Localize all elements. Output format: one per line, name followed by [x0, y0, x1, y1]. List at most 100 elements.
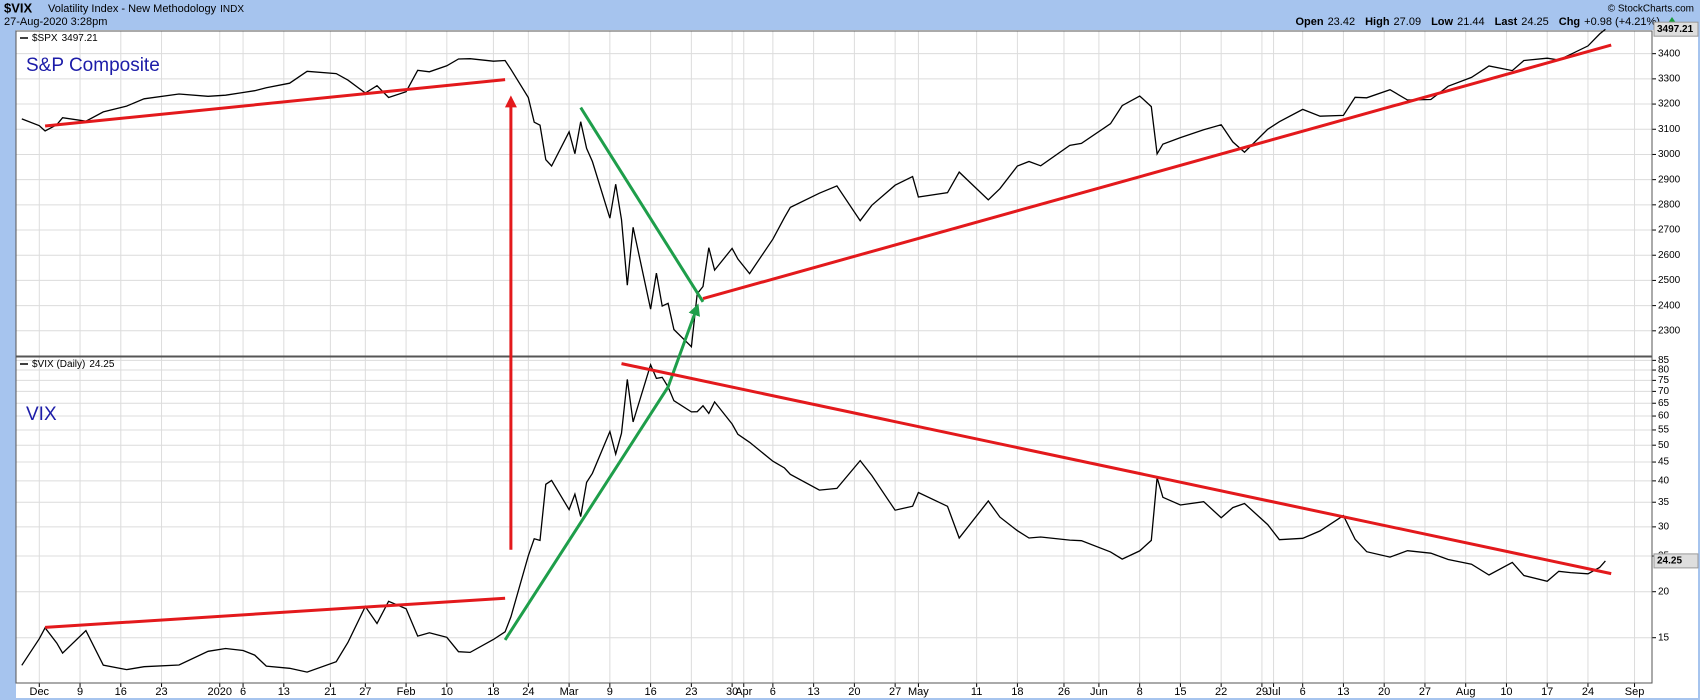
security-name: Volatility Index - New Methodology INDX [48, 3, 244, 15]
copyright: © StockCharts.com [1608, 4, 1694, 15]
x-tick-label: 11 [971, 686, 982, 698]
y-tick-label: 2400 [1658, 300, 1681, 311]
y-tick-label: 3000 [1658, 149, 1681, 160]
quote-label: Chg [1559, 16, 1580, 28]
pane-title: VIX [26, 404, 57, 425]
y-tick-label: 2500 [1658, 275, 1681, 286]
y-tick-label: 60 [1658, 411, 1670, 422]
x-tick-label: 9 [607, 686, 613, 698]
x-tick-label: 16 [115, 686, 127, 698]
x-tick-label: Apr [735, 686, 752, 698]
trend-line [45, 596, 506, 629]
x-tick-label: 20 [1378, 686, 1390, 698]
trend-line [44, 78, 506, 128]
x-tick-label: 24 [522, 686, 534, 698]
x-tick-label: 26 [1058, 686, 1070, 698]
x-tick-label: 9 [77, 686, 83, 698]
legend-value: 24.25 [89, 359, 114, 370]
x-tick-label: 16 [644, 686, 656, 698]
y-tick-label: 30 [1658, 522, 1670, 533]
price-line [21, 362, 1606, 673]
x-tick-label: 10 [441, 686, 453, 698]
y-tick-label: 2900 [1658, 174, 1681, 185]
x-tick-label: 18 [1011, 686, 1023, 698]
quote-value: +0.98 (+4.21%) [1584, 16, 1660, 28]
chart-area [16, 30, 1698, 698]
x-tick-label: 22 [1215, 686, 1227, 698]
y-tick-label: 40 [1658, 476, 1670, 487]
y-tick-label: 3400 [1658, 48, 1681, 59]
x-tick-label: Jun [1090, 686, 1108, 698]
quote-label: High [1365, 16, 1390, 28]
x-tick-label: 24 [1582, 686, 1594, 698]
y-tick-label: 3100 [1658, 124, 1681, 135]
y-tick-label: 2800 [1658, 199, 1681, 210]
x-tick-label: 6 [240, 686, 246, 698]
x-tick-label: 27 [1419, 686, 1431, 698]
x-tick-label: 27 [889, 686, 901, 698]
y-tick-label: 2600 [1658, 250, 1681, 261]
pane-title: S&P Composite [26, 55, 160, 76]
x-tick-label: 6 [770, 686, 776, 698]
x-tick-label: 13 [1337, 686, 1349, 698]
trend-line [702, 43, 1612, 301]
x-tick-label: Sep [1625, 686, 1645, 698]
x-tick-label: 10 [1500, 686, 1512, 698]
x-tick-label: May [908, 686, 929, 698]
y-tick-label: 45 [1658, 457, 1670, 468]
symbol: $VIX [4, 0, 33, 15]
x-tick-label: 8 [1137, 686, 1143, 698]
quote-label: Last [1495, 16, 1518, 28]
y-tick-label: 55 [1658, 425, 1670, 436]
legend-name: $VIX (Daily) [32, 359, 85, 370]
trend-line [579, 106, 705, 303]
y-tick-label: 3200 [1658, 99, 1681, 110]
y-tick-label: 65 [1658, 398, 1670, 409]
timestamp: 27-Aug-2020 3:28pm [4, 16, 107, 28]
price-line [21, 28, 1606, 349]
legend-name: $SPX [32, 33, 58, 44]
trend-line [503, 303, 700, 641]
y-tick-label: 85 [1658, 355, 1670, 366]
legend-value: 3497.21 [62, 33, 99, 44]
x-tick-label: Mar [560, 686, 579, 698]
x-tick-label: 29 [1256, 686, 1268, 698]
y-tick-label: 3300 [1658, 74, 1681, 85]
quote: Open 23.42 High 27.09 Low 21.44 Last 24.25 Chg +0… [1295, 16, 1660, 28]
x-tick-label: 2020 [208, 686, 232, 698]
x-tick-label: Jul [1267, 686, 1281, 698]
pane-border [15, 356, 1653, 684]
pane-border [15, 30, 1653, 357]
quote-value: 23.42 [1328, 16, 1356, 28]
x-tick-label: 17 [1541, 686, 1553, 698]
x-tick-label: 13 [807, 686, 819, 698]
last-value-box [1653, 553, 1699, 569]
quote-label: Open [1295, 16, 1323, 28]
y-tick-label: 2700 [1658, 225, 1681, 236]
y-tick-label: 70 [1658, 386, 1670, 397]
y-tick-label: 75 [1658, 375, 1670, 386]
legend: $VIX (Daily) 24.25 [32, 359, 115, 370]
x-tick-label: 20 [848, 686, 860, 698]
legend: $SPX 3497.21 [32, 33, 98, 44]
last-value-label: 3497.21 [1657, 24, 1694, 35]
x-tick-label: Dec [30, 686, 50, 698]
x-tick-label: 23 [685, 686, 697, 698]
x-tick-label: Feb [397, 686, 416, 698]
quote-label: Low [1431, 16, 1453, 28]
x-tick-label: 15 [1174, 686, 1186, 698]
x-tick-label: 30 [726, 686, 738, 698]
name: Volatility Index - New Methodology [48, 3, 217, 15]
x-tick-label: 6 [1300, 686, 1306, 698]
exchange: INDX [220, 4, 244, 15]
x-tick-label: 18 [487, 686, 499, 698]
x-tick-label: 21 [324, 686, 336, 698]
y-tick-label: 20 [1658, 586, 1670, 597]
last-value-label: 24.25 [1657, 556, 1682, 567]
trend-line [621, 362, 1612, 576]
last-value-box [1653, 21, 1699, 37]
x-tick-label: 23 [155, 686, 167, 698]
x-tick-label: 27 [359, 686, 371, 698]
